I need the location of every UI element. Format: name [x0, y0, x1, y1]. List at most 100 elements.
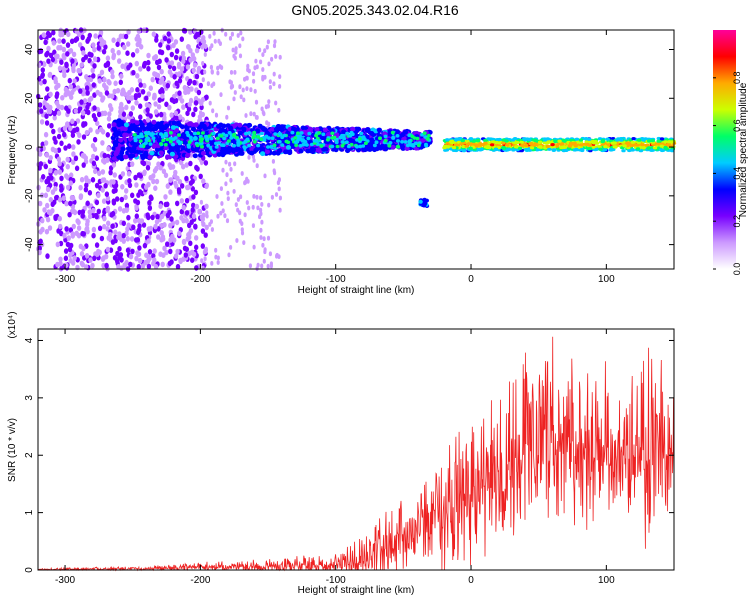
heatmap-cell [146, 65, 151, 72]
heatmap-cell [260, 263, 264, 269]
heatmap-cell [200, 44, 204, 50]
heatmap-cell [151, 31, 156, 37]
heatmap-cell [111, 37, 116, 43]
heatmap-cell [259, 137, 264, 141]
heatmap-cell [193, 100, 199, 106]
heatmap-cell [591, 140, 596, 144]
heatmap-cell [95, 106, 101, 113]
heatmap-cell [111, 54, 116, 61]
heatmap-cell [198, 82, 203, 89]
heatmap-cell [117, 231, 122, 237]
heatmap-cell [191, 67, 196, 74]
heatmap-cell [64, 105, 69, 111]
heatmap-cell [55, 53, 60, 60]
heatmap-cell [278, 84, 282, 89]
heatmap-cell [158, 165, 163, 171]
heatmap-cell [151, 119, 157, 125]
heatmap-cell [45, 216, 51, 223]
heatmap-cell [216, 213, 220, 219]
heatmap-cell [162, 35, 168, 42]
heatmap-cell [80, 209, 86, 215]
heatmap-cell [124, 104, 129, 111]
heatmap-cell [238, 84, 242, 90]
heatmap-cell [670, 149, 675, 153]
heatmap-cell [212, 30, 216, 36]
heatmap-cell [608, 148, 613, 152]
heatmap-cell [175, 263, 181, 270]
heatmap-cell [218, 41, 222, 46]
heatmap-cell [87, 209, 93, 215]
heatmap-cell [363, 141, 368, 145]
heatmap-cell [260, 202, 264, 207]
heatmap-cell [229, 84, 233, 90]
heatmap-cell [237, 122, 243, 128]
heatmap-cell [38, 151, 43, 157]
heatmap-cell [159, 142, 163, 146]
heatmap-cell [344, 140, 349, 144]
heatmap-cell [273, 132, 278, 136]
heatmap-cell [84, 226, 89, 233]
heatmap-cell [78, 193, 84, 199]
heatmap-cell [61, 195, 67, 201]
heatmap-cell [105, 195, 111, 202]
heatmap-cell [216, 141, 221, 145]
colorbar: 0.0 0.2 0.4 0.6 0.8 Normalized spectral ampl… [713, 30, 749, 275]
heatmap-cell [167, 209, 172, 216]
heatmap-cell [270, 56, 274, 62]
heatmap-cell [56, 110, 62, 116]
heatmap-cell [420, 138, 426, 143]
heatmap-cell [242, 97, 246, 103]
heatmap-cell [162, 222, 167, 228]
heatmap-cell [256, 143, 261, 148]
heatmap-cell [262, 258, 266, 264]
heatmap-cell [123, 122, 130, 128]
heatmap-y-tick-label: -40 [24, 237, 35, 252]
heatmap-cell [121, 111, 127, 117]
heatmap-cell [330, 144, 335, 149]
heatmap-cell [258, 47, 262, 53]
heatmap-cell [80, 34, 85, 41]
heatmap-cell [263, 249, 267, 255]
heatmap-cell [174, 80, 179, 87]
heatmap-cell [88, 257, 93, 263]
heatmap-cell [523, 143, 529, 148]
heatmap-cell [134, 100, 139, 106]
heatmap-cell [56, 133, 62, 140]
heatmap-cell [254, 58, 258, 64]
heatmap-cell [199, 139, 204, 143]
heatmap-cell [181, 204, 186, 211]
heatmap-cell [159, 237, 164, 243]
heatmap-cell [42, 78, 47, 85]
heatmap-cell [48, 155, 53, 161]
heatmap-cell [572, 148, 578, 152]
heatmap-cell [340, 144, 345, 148]
heatmap-cell [175, 248, 180, 255]
heatmap-cell [117, 246, 122, 252]
heatmap-cell [226, 105, 231, 111]
snr-y-axis: 0 1 2 3 4 [24, 337, 674, 573]
heatmap-cell [273, 39, 277, 44]
heatmap-cell [75, 126, 80, 133]
heatmap-cell [104, 262, 109, 269]
heatmap-cell [186, 145, 191, 149]
heatmap-cell [537, 140, 543, 144]
heatmap-cell [135, 87, 140, 93]
heatmap-cell [119, 196, 125, 203]
heatmap-cell [287, 150, 293, 156]
heatmap-cell [268, 79, 272, 84]
heatmap-cell [294, 143, 299, 148]
heatmap-cell [146, 59, 151, 66]
heatmap-cell [187, 101, 192, 108]
heatmap-cell [550, 143, 555, 147]
heatmap-cell [142, 242, 148, 249]
snr-x-tick-label: 100 [598, 575, 615, 586]
heatmap-cell [246, 179, 250, 184]
heatmap-cell [87, 190, 93, 196]
heatmap-cell [44, 113, 49, 119]
heatmap-cell [53, 79, 58, 85]
heatmap-cell [275, 150, 281, 156]
heatmap-cell [223, 213, 227, 219]
heatmap-cell [255, 163, 259, 169]
heatmap-cell [48, 197, 53, 203]
heatmap-cell [180, 50, 186, 57]
